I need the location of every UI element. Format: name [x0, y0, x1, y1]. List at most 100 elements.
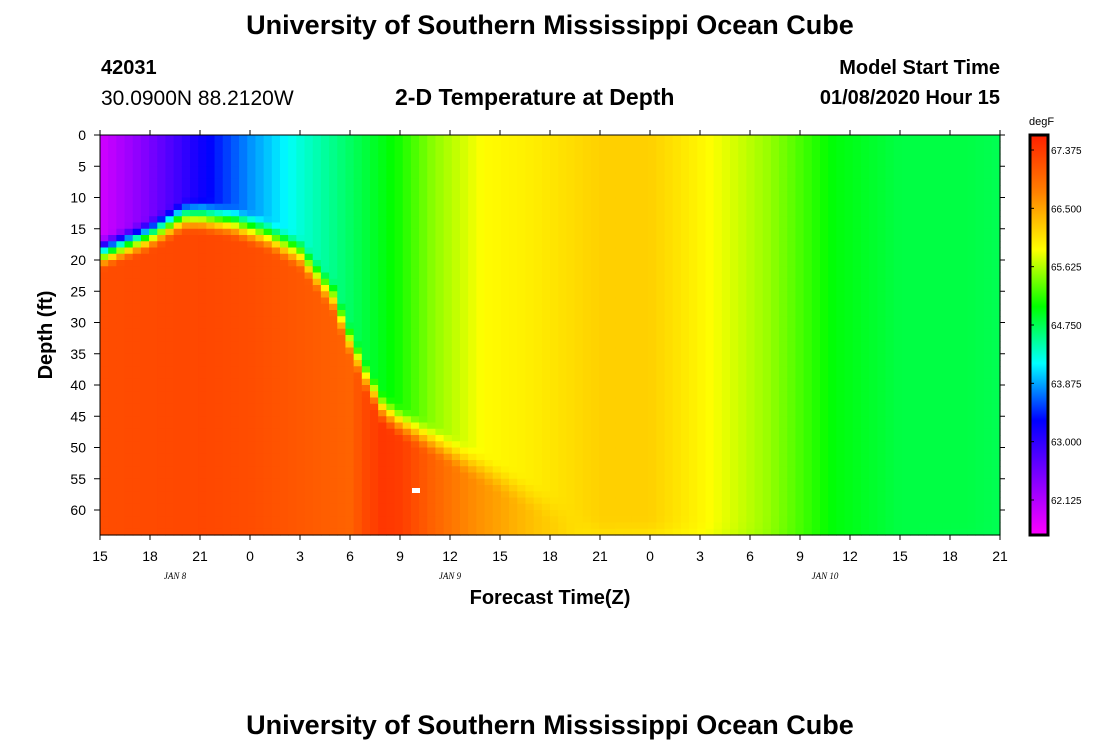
heatmap-cell [705, 197, 715, 205]
heatmap-cell [509, 291, 518, 299]
heatmap-cell [214, 272, 224, 280]
heatmap-cell [705, 410, 715, 417]
heatmap-cell [607, 360, 617, 367]
heatmap-cell [713, 503, 723, 511]
heatmap-cell [558, 353, 567, 361]
heatmap-cell [353, 316, 363, 324]
heatmap-cell [140, 510, 150, 517]
heatmap-cell [230, 247, 240, 255]
heatmap-cell [460, 510, 469, 517]
heatmap-cell [206, 310, 216, 317]
heatmap-cell [550, 478, 559, 486]
heatmap-cell [721, 503, 731, 511]
heatmap-cell [590, 310, 600, 317]
heatmap-cell [386, 278, 396, 286]
heatmap-cell [705, 141, 715, 149]
heatmap-cell [517, 297, 527, 305]
heatmap-cell [386, 528, 396, 536]
heatmap-cell [181, 385, 191, 392]
heatmap-cell [173, 216, 183, 224]
heatmap-cell [263, 503, 273, 511]
heatmap-cell [116, 397, 126, 405]
heatmap-cell [419, 497, 428, 505]
heatmap-cell [149, 378, 158, 386]
heatmap-cell [550, 347, 559, 355]
heatmap-cell [533, 147, 543, 155]
heatmap-cell [730, 478, 739, 486]
heatmap-cell [427, 247, 437, 255]
heatmap-cell [500, 441, 510, 449]
heatmap-cell [697, 460, 707, 467]
heatmap-cell [517, 278, 527, 286]
heatmap-cell [149, 141, 158, 149]
heatmap-cell [476, 503, 486, 511]
heatmap-cell [664, 453, 674, 461]
heatmap-cell [484, 422, 494, 430]
heatmap-cell [689, 366, 698, 374]
heatmap-cell [533, 410, 543, 417]
heatmap-cell [582, 216, 592, 224]
heatmap-cell [410, 141, 420, 149]
heatmap-cell [640, 260, 649, 267]
heatmap-cell [656, 510, 666, 517]
heatmap-cell [132, 478, 142, 486]
heatmap-cell [394, 472, 404, 480]
heatmap-cell [165, 153, 175, 161]
heatmap-cell [247, 466, 257, 474]
heatmap-cell [280, 153, 289, 161]
heatmap-cell [116, 222, 126, 230]
heatmap-cell [443, 160, 453, 167]
heatmap-cell [108, 222, 117, 230]
heatmap-cell [214, 397, 224, 405]
heatmap-cell [713, 316, 723, 324]
heatmap-cell [525, 360, 535, 367]
heatmap-cell [558, 372, 567, 380]
heatmap-cell [672, 216, 682, 224]
heatmap-cell [615, 516, 625, 524]
heatmap-cell [721, 441, 731, 449]
heatmap-cell [402, 416, 412, 424]
heatmap-cell [239, 172, 248, 180]
heatmap-cell [680, 216, 690, 224]
heatmap-cell [541, 235, 551, 242]
heatmap-cell [550, 403, 559, 411]
heatmap-cell [410, 478, 420, 486]
heatmap-cell [623, 203, 633, 211]
heatmap-cell [631, 447, 641, 455]
heatmap-cell [533, 272, 543, 280]
heatmap-cell [648, 522, 657, 530]
heatmap-cell [230, 347, 240, 355]
heatmap-cell [173, 391, 183, 399]
heatmap-cell [140, 316, 150, 324]
heatmap-cell [247, 160, 257, 167]
heatmap-cell [402, 172, 412, 180]
heatmap-cell [140, 378, 150, 386]
heatmap-cell [181, 397, 191, 405]
heatmap-cell [329, 341, 338, 349]
heatmap-cell [370, 522, 379, 530]
heatmap-cell [263, 285, 273, 292]
heatmap-cell [132, 285, 142, 292]
heatmap-cell [312, 166, 322, 174]
heatmap-cell [623, 178, 633, 186]
heatmap-cell [582, 353, 592, 361]
heatmap-cell [320, 341, 330, 349]
heatmap-cell [296, 528, 306, 536]
heatmap-cell [271, 453, 281, 461]
heatmap-cell [190, 453, 199, 461]
heatmap-cell [517, 422, 527, 430]
heatmap-cell [320, 410, 330, 417]
heatmap-cell [492, 478, 502, 486]
heatmap-cell [394, 260, 404, 267]
heatmap-cell [353, 472, 363, 480]
heatmap-cell [402, 266, 412, 274]
heatmap-cell [288, 353, 297, 361]
heatmap-cell [468, 272, 477, 280]
heatmap-cell [304, 460, 314, 467]
heatmap-cell [500, 297, 510, 305]
heatmap-cell [386, 397, 396, 405]
heatmap-cell [370, 228, 379, 236]
heatmap-cell [525, 478, 535, 486]
heatmap-cell [419, 197, 428, 205]
heatmap-cell [108, 135, 117, 142]
